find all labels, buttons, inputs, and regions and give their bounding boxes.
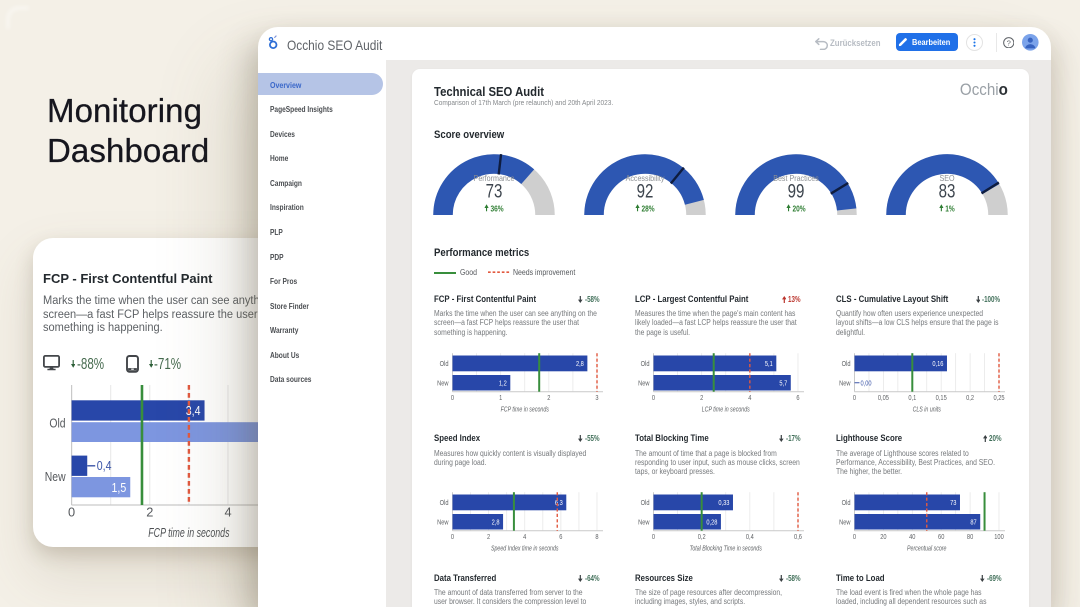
svg-text:New: New bbox=[45, 469, 66, 484]
svg-text:2,8: 2,8 bbox=[576, 359, 584, 368]
svg-text:New: New bbox=[839, 517, 851, 526]
svg-text:Old: Old bbox=[641, 359, 650, 368]
svg-text:60: 60 bbox=[938, 532, 944, 541]
svg-text:6: 6 bbox=[559, 532, 562, 541]
svg-text:Speed Index time in seconds: Speed Index time in seconds bbox=[491, 543, 559, 552]
svg-text:New: New bbox=[437, 378, 449, 387]
svg-text:0: 0 bbox=[652, 532, 655, 541]
svg-text:Old: Old bbox=[440, 498, 449, 507]
svg-text:2: 2 bbox=[146, 505, 153, 520]
svg-text:2: 2 bbox=[547, 393, 550, 402]
svg-text:0,33: 0,33 bbox=[718, 498, 729, 507]
svg-text:0,00: 0,00 bbox=[861, 378, 872, 387]
svg-text:1: 1 bbox=[499, 393, 502, 402]
svg-text:New: New bbox=[437, 517, 449, 526]
svg-text:5,7: 5,7 bbox=[779, 378, 787, 387]
svg-text:83: 83 bbox=[939, 181, 956, 202]
svg-text:6: 6 bbox=[796, 393, 799, 402]
svg-text:New: New bbox=[638, 517, 650, 526]
svg-text:3,4: 3,4 bbox=[186, 404, 201, 418]
svg-text:Old: Old bbox=[49, 415, 65, 430]
svg-text:2: 2 bbox=[487, 532, 490, 541]
svg-text:87: 87 bbox=[970, 517, 976, 526]
svg-text:CLS in units: CLS in units bbox=[913, 404, 942, 413]
svg-text:New: New bbox=[638, 378, 650, 387]
svg-text:0,05: 0,05 bbox=[878, 393, 889, 402]
svg-text:0,1: 0,1 bbox=[908, 393, 916, 402]
svg-text:0,16: 0,16 bbox=[932, 359, 943, 368]
svg-text:100: 100 bbox=[994, 532, 1004, 541]
svg-text:92: 92 bbox=[637, 181, 654, 202]
svg-text:FCP time in seconds: FCP time in seconds bbox=[148, 525, 230, 540]
svg-text:73: 73 bbox=[486, 181, 503, 202]
svg-text:Percentual score: Percentual score bbox=[907, 543, 946, 552]
svg-text:New: New bbox=[839, 378, 851, 387]
svg-text:4: 4 bbox=[224, 505, 231, 520]
svg-text:0: 0 bbox=[451, 532, 454, 541]
svg-text:36%: 36% bbox=[490, 204, 503, 213]
svg-text:0,15: 0,15 bbox=[936, 393, 947, 402]
svg-text:1,5: 1,5 bbox=[111, 481, 126, 495]
svg-text:99: 99 bbox=[788, 181, 805, 202]
svg-text:5,1: 5,1 bbox=[765, 359, 773, 368]
svg-text:0: 0 bbox=[68, 505, 75, 520]
svg-text:0: 0 bbox=[451, 393, 454, 402]
svg-text:1%: 1% bbox=[945, 204, 954, 213]
svg-text:Accessibility: Accessibility bbox=[626, 174, 666, 183]
svg-text:0,2: 0,2 bbox=[698, 532, 706, 541]
svg-text:Old: Old bbox=[641, 498, 650, 507]
svg-text:0,4: 0,4 bbox=[97, 459, 112, 473]
svg-text:0: 0 bbox=[652, 393, 655, 402]
svg-text:LCP time in seconds: LCP time in seconds bbox=[702, 404, 750, 413]
svg-text:0,25: 0,25 bbox=[993, 393, 1004, 402]
svg-text:?: ? bbox=[1006, 38, 1010, 47]
svg-text:Performance: Performance bbox=[474, 174, 515, 183]
svg-text:73: 73 bbox=[950, 498, 956, 507]
svg-text:20%: 20% bbox=[792, 204, 805, 213]
svg-text:8: 8 bbox=[595, 532, 598, 541]
svg-text:4: 4 bbox=[523, 532, 526, 541]
svg-text:0,6: 0,6 bbox=[794, 532, 802, 541]
svg-text:3: 3 bbox=[595, 393, 598, 402]
svg-text:Old: Old bbox=[842, 498, 851, 507]
svg-text:Old: Old bbox=[842, 359, 851, 368]
svg-text:FCP time in seconds: FCP time in seconds bbox=[501, 404, 550, 413]
svg-text:0: 0 bbox=[853, 393, 856, 402]
svg-text:4: 4 bbox=[748, 393, 751, 402]
svg-text:2,8: 2,8 bbox=[492, 517, 500, 526]
svg-text:Total Blocking Time in seconds: Total Blocking Time in seconds bbox=[690, 543, 762, 552]
svg-text:1,2: 1,2 bbox=[499, 378, 507, 387]
svg-text:Old: Old bbox=[440, 359, 449, 368]
svg-text:28%: 28% bbox=[641, 204, 654, 213]
svg-text:80: 80 bbox=[967, 532, 973, 541]
svg-text:2: 2 bbox=[700, 393, 703, 402]
svg-text:6,3: 6,3 bbox=[555, 498, 563, 507]
svg-text:20: 20 bbox=[880, 532, 886, 541]
svg-text:0,2: 0,2 bbox=[966, 393, 974, 402]
svg-text:Best Practices: Best Practices bbox=[773, 174, 819, 183]
svg-text:0,4: 0,4 bbox=[746, 532, 754, 541]
svg-text:SEO: SEO bbox=[939, 174, 954, 183]
svg-text:40: 40 bbox=[909, 532, 915, 541]
svg-text:0: 0 bbox=[853, 532, 856, 541]
svg-text:0,28: 0,28 bbox=[706, 517, 717, 526]
